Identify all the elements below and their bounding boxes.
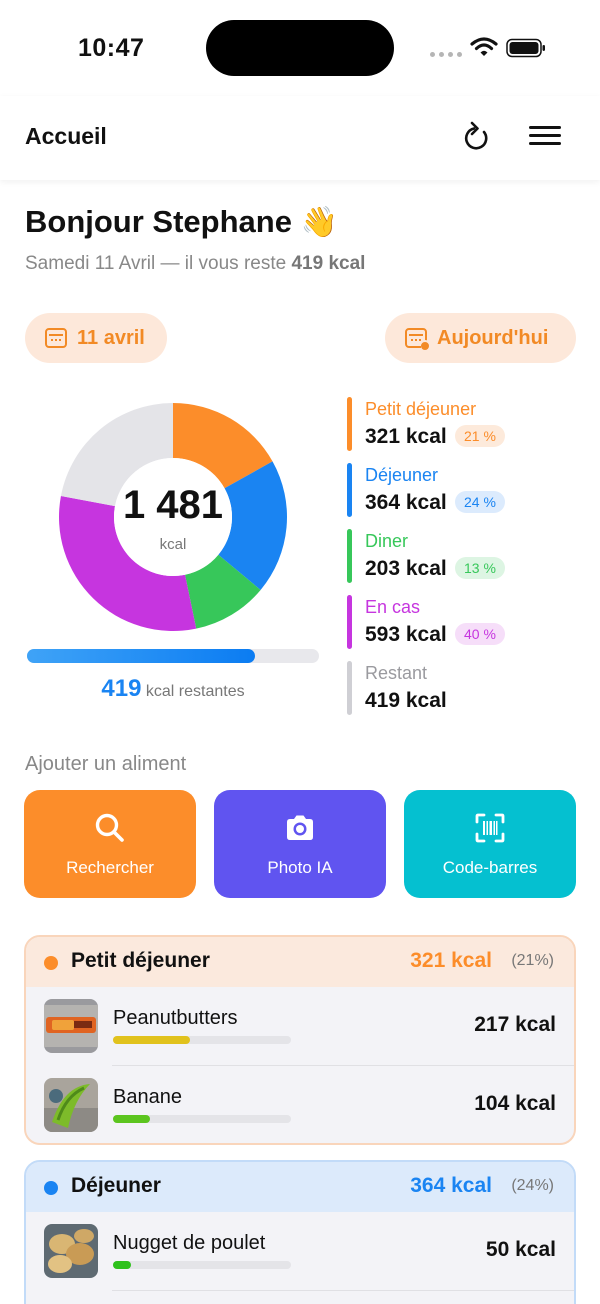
- search-food-button[interactable]: Rechercher: [24, 790, 196, 898]
- camera-icon: [287, 815, 313, 840]
- add-food-section-label: Ajouter un aliment: [25, 753, 187, 775]
- meal-title: Déjeuner: [71, 1174, 161, 1197]
- meal-color-dot: [44, 1181, 58, 1195]
- food-kcal: 217 kcal: [474, 1013, 556, 1036]
- food-calorie-bar: [113, 1115, 291, 1123]
- remaining-value: 419: [101, 675, 142, 702]
- meal-percent: (21%): [511, 952, 554, 969]
- legend-name: Petit déjeuner: [365, 399, 477, 419]
- remaining-label: kcal restantes: [145, 683, 245, 700]
- food-photo-peanutbutter: [44, 999, 98, 1053]
- donut-slice-diner: [185, 554, 261, 629]
- food-name: Banane: [113, 1086, 182, 1108]
- meal-card-breakfast[interactable]: Petit déjeuner 321 kcal (21%) Peanutbutt…: [24, 935, 576, 1145]
- waving-hand-icon: 👋: [300, 206, 338, 239]
- meal-color-dot: [44, 956, 58, 970]
- dynamic-island: [206, 20, 394, 76]
- calorie-progress-bar: [27, 649, 319, 663]
- donut-slice-petit-dejeuner: [173, 403, 273, 489]
- donut-total-value: 1 481: [122, 483, 224, 527]
- navigation-bar: Accueil: [0, 96, 600, 180]
- food-photo-banana: [44, 1078, 98, 1132]
- photo-ai-button[interactable]: Photo IA: [214, 790, 386, 898]
- legend-color-bar: [347, 595, 352, 649]
- date-picker-button[interactable]: 11 avril: [25, 313, 167, 363]
- photo-ai-label: Photo IA: [267, 858, 333, 877]
- donut-slice-restant: [60, 403, 173, 507]
- legend-percent-badge: 40 %: [455, 623, 505, 645]
- wifi-icon: [470, 37, 498, 56]
- legend-name: Diner: [365, 531, 409, 551]
- legend-kcal: 419 kcal: [365, 689, 447, 712]
- meal-percent: (24%): [511, 1177, 554, 1194]
- legend-color-bar: [347, 661, 352, 715]
- donut-slice-en-cas: [59, 496, 197, 631]
- date-label: 11 avril: [77, 326, 145, 349]
- legend-percent-badge: 13 %: [455, 557, 505, 579]
- food-name: Peanutbutters: [113, 1007, 238, 1029]
- battery-icon: [506, 38, 545, 58]
- legend-color-bar: [347, 463, 352, 517]
- subtitle-remaining: 419 kcal: [291, 253, 366, 274]
- today-button[interactable]: Aujourd'hui: [385, 313, 576, 363]
- status-time: 10:47: [78, 34, 145, 62]
- food-row-peanutbutters[interactable]: Peanutbutters 217 kcal: [26, 987, 574, 1065]
- page-title: Accueil: [25, 123, 107, 149]
- food-calorie-bar-fill: [113, 1115, 151, 1123]
- legend-kcal: 203 kcal: [365, 557, 447, 580]
- food-name: Nugget de poulet: [113, 1232, 266, 1254]
- meal-header[interactable]: Déjeuner 364 kcal (24%): [26, 1162, 574, 1212]
- calendar-today-icon: [405, 328, 431, 352]
- meal-title: Petit déjeuner: [71, 949, 210, 972]
- legend-percent-badge: 24 %: [455, 491, 505, 513]
- legend-percent-badge: 21 %: [455, 425, 505, 447]
- subtitle-text: Samedi 11 Avril — il vous reste: [25, 253, 287, 274]
- hamburger-menu-icon[interactable]: [529, 126, 561, 146]
- meal-card-lunch[interactable]: Déjeuner 364 kcal (24%) Nugget de poulet…: [24, 1160, 576, 1304]
- barcode-scan-icon: [475, 813, 505, 843]
- today-label: Aujourd'hui: [437, 326, 549, 349]
- donut-center: [114, 458, 232, 576]
- food-row-banane[interactable]: Banane 104 kcal: [44, 1065, 574, 1143]
- cellular-signal-icon: [430, 52, 462, 57]
- food-kcal: 104 kcal: [474, 1092, 556, 1115]
- search-icon: [95, 813, 124, 842]
- food-calorie-bar-fill: [113, 1036, 190, 1044]
- food-kcal: 50 kcal: [485, 1238, 556, 1261]
- barcode-scan-label: Code-barres: [442, 858, 538, 877]
- barcode-scan-button[interactable]: Code-barres: [404, 790, 576, 898]
- food-calorie-bar: [113, 1036, 291, 1044]
- legend-kcal: 593 kcal: [365, 623, 447, 646]
- food-calorie-bar: [113, 1261, 291, 1269]
- greeting-title: Bonjour Stephane 👋: [25, 204, 338, 240]
- greeting-text: Bonjour Stephane: [25, 204, 292, 239]
- donut-total-unit: kcal: [159, 536, 187, 553]
- donut-slice-dejeuner: [218, 461, 287, 590]
- calendar-icon: [45, 328, 67, 348]
- food-photo-chicken-nuggets: [44, 1224, 98, 1278]
- food-row-nugget-de-poulet[interactable]: Nugget de poulet 50 kcal: [26, 1212, 574, 1290]
- legend-name: En cas: [365, 597, 421, 617]
- legend-color-bar: [347, 397, 352, 451]
- calorie-progress-fill: [27, 649, 255, 663]
- food-calorie-bar-fill: [113, 1261, 131, 1269]
- calories-donut-chart: [59, 403, 287, 631]
- legend-name: Restant: [365, 663, 428, 683]
- meal-kcal: 321 kcal: [410, 949, 492, 972]
- legend-kcal: 364 kcal: [365, 491, 447, 514]
- meal-kcal: 364 kcal: [410, 1174, 492, 1197]
- meal-header[interactable]: Petit déjeuner 321 kcal (21%): [26, 937, 574, 987]
- legend-color-bar: [347, 529, 352, 583]
- status-bar: 10:47: [0, 0, 600, 96]
- food-row-next[interactable]: [112, 1290, 574, 1304]
- refresh-icon[interactable]: [460, 120, 492, 154]
- search-food-label: Rechercher: [66, 858, 154, 877]
- remaining-calories: 419 kcal restantes: [27, 675, 319, 703]
- greeting-subtitle: Samedi 11 Avril — il vous reste 419 kcal: [25, 253, 365, 275]
- legend-kcal: 321 kcal: [365, 425, 447, 448]
- legend-name: Déjeuner: [365, 465, 439, 485]
